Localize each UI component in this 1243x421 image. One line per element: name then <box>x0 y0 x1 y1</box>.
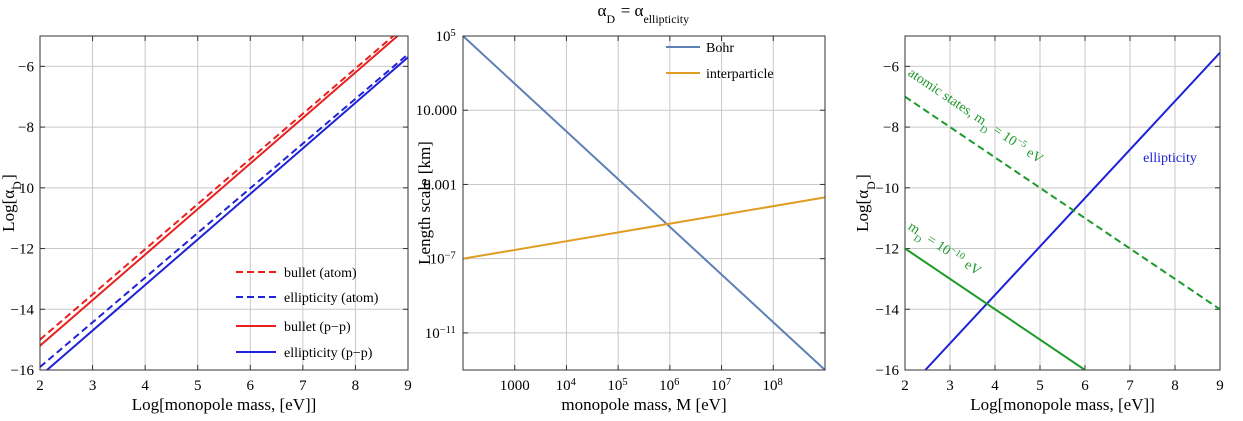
y-tick-label: −12 <box>876 242 899 258</box>
x-tick-label: 108 <box>763 377 785 395</box>
x-tick-label: 3 <box>946 378 954 394</box>
series-group <box>905 52 1220 370</box>
y-tick-label: −6 <box>883 59 899 75</box>
y-tick-label: −16 <box>876 363 900 379</box>
chart-title: αD = αellipticity <box>598 1 691 26</box>
x-tick-label: 9 <box>404 378 412 394</box>
series-line <box>463 196 825 260</box>
y-tick-label: −8 <box>18 120 34 136</box>
x-tick-label: 3 <box>89 378 97 394</box>
legend: bullet (atom) ellipticity (atom) bullet (p… <box>236 266 379 361</box>
x-tick-label: 9 <box>1216 378 1224 394</box>
x-tick-label: 5 <box>194 378 202 394</box>
y-tick-label: −10 <box>876 181 899 197</box>
series-group <box>463 36 825 370</box>
series-line <box>45 56 408 370</box>
x-tick-label: 107 <box>711 377 733 395</box>
x-axis-label: monopole mass, M [eV] <box>561 395 726 414</box>
y-axis-label: Log[αD ] <box>0 174 24 232</box>
plot-frame <box>39 35 409 371</box>
series-line <box>463 36 825 370</box>
chart-panel-2: 1000 104 105 106 107 108 105 10.000 0.001 1… <box>415 1 826 414</box>
legend-label: ellipticity (p−p) <box>284 346 373 361</box>
series-line <box>40 36 394 341</box>
y-tick-label: −16 <box>11 363 35 379</box>
x-tick-label: 1000 <box>500 378 530 394</box>
x-tick-label: 104 <box>556 377 578 395</box>
x-axis-label: Log[monopole mass, [eV]] <box>132 395 317 414</box>
series-line <box>40 53 408 368</box>
annotation-ellipticity: ellipticity <box>1143 151 1197 166</box>
y-tick-label: 10.000 <box>416 103 457 119</box>
chart-panel-3: 2 3 4 5 6 7 8 9 −16 −14 −12 −10 −8 −6 Log[monopole mas… <box>853 35 1224 414</box>
series-line <box>905 95 1220 311</box>
y-tick-label: 105 <box>435 28 457 46</box>
series-group <box>40 36 408 370</box>
y-tick-label: −14 <box>876 302 900 318</box>
x-tick-label: 105 <box>607 377 629 395</box>
annotations: ellipticity atomic states, mD = 10−5 eV mD… <box>902 64 1197 282</box>
y-tick-label: −8 <box>883 120 899 136</box>
x-tick-label: 106 <box>659 377 681 395</box>
x-tick-label: 6 <box>1081 378 1089 394</box>
y-tick-label: 10−7 <box>430 250 457 268</box>
y-tick-label: 10−11 <box>425 324 457 342</box>
series-line <box>40 36 399 347</box>
x-tick-label: 5 <box>1036 378 1044 394</box>
x-tick-label: 6 <box>247 378 255 394</box>
x-axis-label: Log[monopole mass, [eV]] <box>970 395 1155 414</box>
legend-label: bullet (p−p) <box>284 320 351 335</box>
legend-label: ellipticity (atom) <box>284 291 379 306</box>
plot-frame <box>462 35 826 371</box>
legend-label: Bohr <box>706 41 734 56</box>
x-tick-label: 7 <box>1126 378 1134 394</box>
series-line <box>905 247 1086 370</box>
y-tick-label: −10 <box>11 181 34 197</box>
legend: Bohr interparticle <box>666 41 774 82</box>
annotation-atomic-states: atomic states, mD = 10−5 eV <box>902 64 1046 171</box>
y-tick-label: −12 <box>11 242 34 258</box>
plot-frame <box>904 35 1221 371</box>
annotation-mD-small: mD = 10−10 eV <box>902 217 984 282</box>
y-axis-label: Length scale [km] <box>415 141 434 265</box>
x-tick-label: 2 <box>36 378 44 394</box>
y-tick-label: −14 <box>11 302 35 318</box>
y-tick-label: −6 <box>18 59 34 75</box>
chart-panel-1: 2 3 4 5 6 7 8 9 −16 −14 −12 −10 −8 −6 Log[monopole mas… <box>0 35 412 414</box>
x-tick-label: 2 <box>901 378 909 394</box>
y-axis-label: Log[αD ] <box>853 174 878 232</box>
legend-label: interparticle <box>706 67 774 82</box>
x-tick-label: 4 <box>991 378 999 394</box>
x-tick-label: 4 <box>141 378 149 394</box>
x-tick-label: 8 <box>352 378 360 394</box>
x-tick-label: 8 <box>1171 378 1179 394</box>
y-tick-label: 0.001 <box>423 177 457 193</box>
series-line <box>924 52 1220 370</box>
x-tick-label: 7 <box>299 378 307 394</box>
legend-label: bullet (atom) <box>284 266 357 281</box>
